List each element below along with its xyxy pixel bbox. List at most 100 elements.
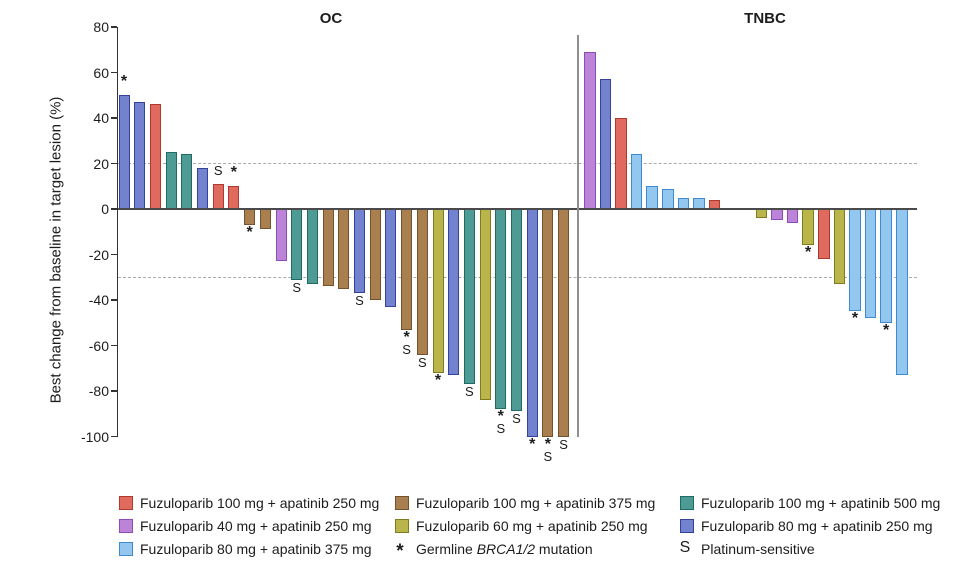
brca-mutation-mark: * [851,310,859,328]
y-axis-tick [110,26,117,28]
legend-label-part: Fuzuloparib 100 mg + apatinib 375 mg [416,495,656,511]
bar-tnbc-20 [880,209,892,323]
legend-label: Fuzuloparib 100 mg + apatinib 500 mg [701,495,940,511]
platinum-sensitive-mark: S [417,354,427,370]
bar-oc-5 [181,154,193,209]
bar-oc-24 [479,209,491,401]
legend-swatch-brown [395,496,409,510]
legend-swatch-blue [680,519,694,533]
legend-label: Fuzuloparib 100 mg + apatinib 375 mg [416,495,655,511]
panel-divider [577,35,579,437]
y-tick-label: -60 [88,337,109,354]
platinum-sensitive-mark: S [292,279,302,295]
brca-mutation-mark: * [544,435,551,453]
reference-line [118,163,917,164]
bar-oc-3 [149,104,161,209]
platinum-sensitive-mark: S [559,436,568,452]
bar-tnbc-5 [646,186,658,209]
platinum-sensitive-mark: S [465,384,474,400]
legend-label: Fuzuloparib 40 mg + apatinib 250 mg [140,518,372,534]
bar-oc-2 [134,102,146,209]
brca-mutation-mark: * [434,371,442,389]
bar-oc-13 [306,209,318,285]
legend-label: Fuzuloparib 80 mg + apatinib 250 mg [701,518,933,534]
legend-label-part: Fuzuloparib 100 mg + apatinib 250 mg [140,495,380,511]
bar-oc-25 [495,209,507,410]
legend-label-part: Fuzuloparib 80 mg + apatinib 250 mg [701,518,933,534]
legend-label: Fuzuloparib 60 mg + apatinib 250 mg [416,518,648,534]
legend-swatch-ltblue [119,542,133,556]
bar-tnbc-18 [849,209,861,312]
legend-swatch-purple [119,519,133,533]
legend-label-part: Platinum-sensitive [701,541,815,557]
bar-tnbc-12 [755,209,768,219]
brca-mutation-mark: * [246,223,253,241]
bar-oc-28 [542,209,554,437]
legend-label-part: Germline [416,541,477,557]
brca-mutation-mark: * [497,408,504,426]
bar-oc-9 [244,209,256,225]
y-axis-tick [110,435,117,438]
panel-title-oc: OC [319,10,343,27]
y-tick-label: 20 [93,155,109,172]
panel-title-tnbc: TNBC [744,10,786,27]
bar-tnbc-21 [896,209,908,376]
brca-mutation-mark: * [805,244,812,262]
y-axis-tick [110,299,117,301]
bar-tnbc-17 [833,209,846,285]
bar-oc-1 [118,95,130,209]
platinum-sensitive-mark: S [355,293,364,309]
bar-tnbc-13 [771,209,783,221]
bar-tnbc-3 [615,118,627,209]
y-tick-label: -80 [88,383,109,399]
brca-mutation-mark: * [883,321,890,339]
legend-swatch-olive [395,519,409,533]
bar-tnbc-16 [818,209,830,260]
brca-mutation-mark: * [230,164,237,182]
bar-oc-14 [322,209,334,287]
y-tick-label: -100 [80,428,109,445]
brca-mutation-mark: * [529,435,536,453]
bar-oc-8 [228,186,240,209]
bar-oc-26 [511,209,522,412]
y-tick-label: -20 [88,246,109,263]
y-tick-label: 60 [93,64,109,81]
bar-oc-16 [354,209,365,294]
legend-label-part: Fuzuloparib 80 mg + apatinib 375 mg [140,541,372,557]
y-axis-tick [110,390,117,392]
bar-tnbc-15 [802,209,814,246]
platinum-sensitive-mark: S [543,448,553,464]
legend-label-part: Fuzuloparib 60 mg + apatinib 250 mg [416,518,648,534]
y-axis-tick [110,71,117,74]
platinum-sensitive-mark: S [512,411,521,427]
bar-tnbc-6 [662,188,674,209]
legend-swatch-teal [680,496,694,510]
platinum-sensitive-mark: S [402,341,411,357]
y-axis-tick [110,162,117,165]
legend-swatch-red [119,496,133,510]
bar-tnbc-19 [864,209,877,319]
y-axis-line [116,27,118,437]
bar-oc-20 [416,209,428,355]
bar-oc-4 [165,152,177,209]
legend-label: Fuzuloparib 100 mg + apatinib 250 mg [140,495,379,511]
bar-oc-23 [463,209,475,385]
y-axis-tick [110,117,117,119]
bar-oc-21 [432,209,444,373]
bar-tnbc-4 [630,154,643,209]
platinum-sensitive-mark: S [496,421,506,437]
legend-label-italic-part: BRCA1/2 [476,541,536,557]
platinum-sensitive-mark: S [213,162,223,178]
legend-label: Germline BRCA1/2 mutation [416,541,593,557]
bar-oc-10 [259,209,271,230]
y-tick-label: 80 [93,19,109,35]
y-axis-tick [110,253,117,256]
bar-tnbc-1 [584,52,596,209]
y-axis-label: Best change from baseline in target lesi… [47,96,65,404]
y-axis-tick [110,208,117,210]
bar-oc-12 [291,209,303,280]
bar-oc-22 [448,209,460,376]
bar-oc-29 [558,209,570,437]
bar-oc-7 [212,183,224,209]
